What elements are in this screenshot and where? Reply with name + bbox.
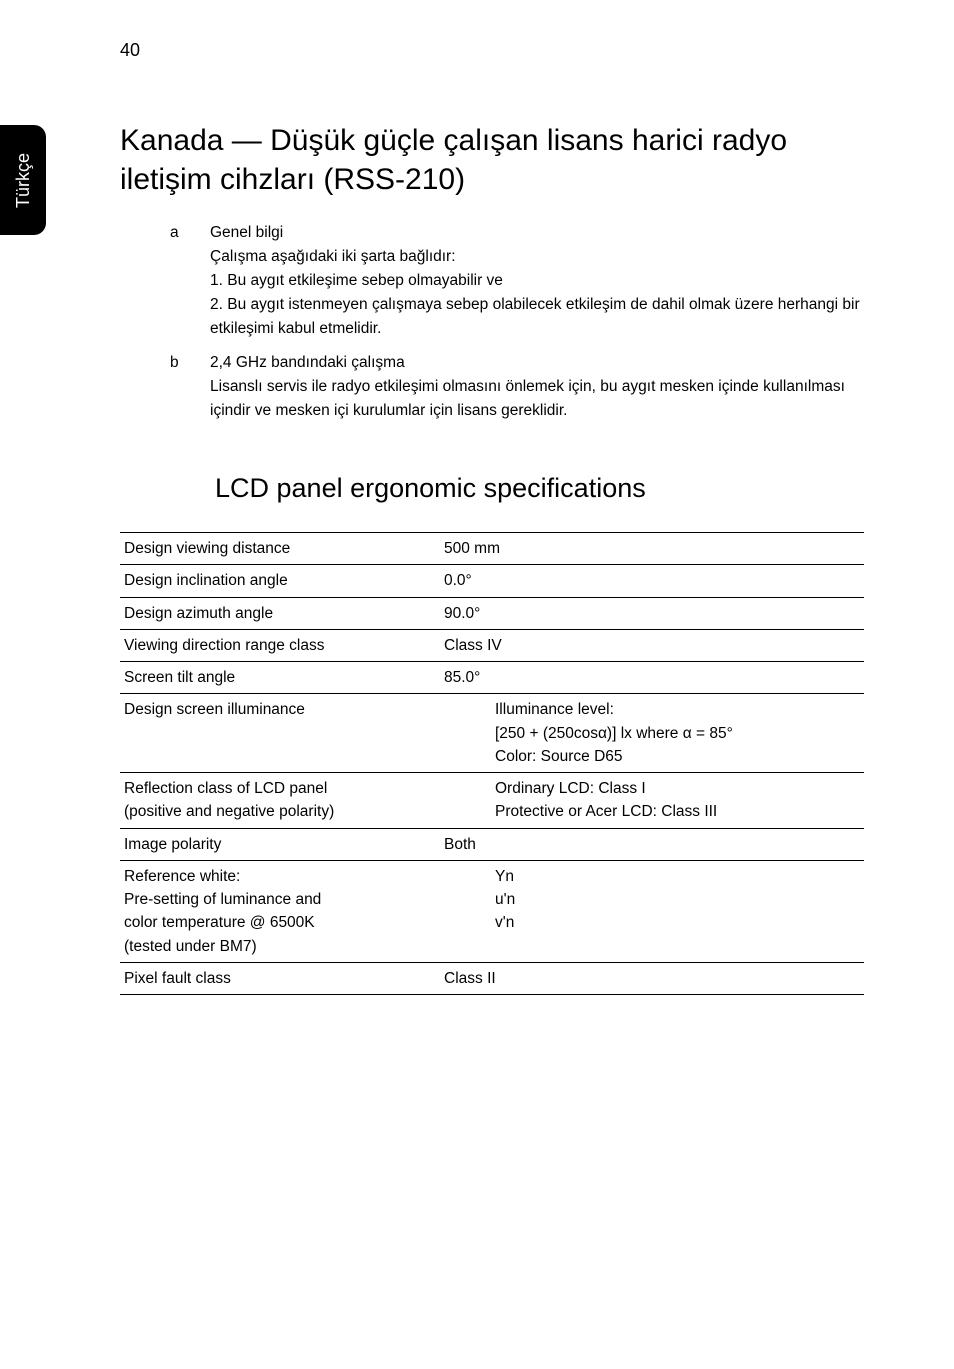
- list-line: 2. Bu aygıt istenmeyen çalışmaya sebep o…: [210, 293, 864, 341]
- language-tab-label: Türkçe: [13, 152, 34, 207]
- table-row: Design azimuth angle 90.0°: [120, 597, 864, 629]
- table-row: Image polarity Both: [120, 828, 864, 860]
- list-line: Çalışma aşağıdaki iki şarta bağlıdır:: [210, 245, 864, 269]
- cell-value: Class IV: [440, 629, 864, 661]
- list-title: 2,4 GHz bandındaki çalışma: [210, 351, 864, 375]
- list-line: Lisanslı servis ile radyo etkileşimi olm…: [210, 375, 864, 423]
- label-line: color temperature @ 6500K: [124, 911, 434, 934]
- cell-label: Viewing direction range class: [120, 629, 440, 661]
- value-line: Yn: [495, 865, 858, 888]
- list-line: 1. Bu aygıt etkileşime sebep olmayabilir…: [210, 269, 864, 293]
- label-line: (positive and negative polarity): [124, 800, 434, 823]
- cell-label: Reflection class of LCD panel (positive …: [120, 773, 440, 829]
- label-line: (tested under BM7): [124, 935, 434, 958]
- list-item-a: a Genel bilgi Çalışma aşağıdaki iki şart…: [170, 221, 864, 341]
- list-item-b: b 2,4 GHz bandındaki çalışma Lisanslı se…: [170, 351, 864, 423]
- list-letter: a: [170, 221, 210, 341]
- cell-label: Design inclination angle: [120, 565, 440, 597]
- list-body: 2,4 GHz bandındaki çalışma Lisanslı serv…: [210, 351, 864, 423]
- cell-value: Class II: [440, 962, 864, 994]
- list-letter: b: [170, 351, 210, 423]
- cell-label: Image polarity: [120, 828, 440, 860]
- cell-label: Design screen illuminance: [120, 694, 440, 773]
- cell-label: Design viewing distance: [120, 533, 440, 565]
- language-tab: Türkçe: [0, 125, 46, 235]
- cell-value: 90.0°: [440, 597, 864, 629]
- section-heading-2: LCD panel ergonomic specifications: [215, 473, 864, 504]
- ordered-list: a Genel bilgi Çalışma aşağıdaki iki şart…: [170, 221, 864, 423]
- spec-table: Design viewing distance 500 mm Design in…: [120, 532, 864, 995]
- value-line: Ordinary LCD: Class I: [495, 777, 858, 800]
- table-row: Design screen illuminance Illuminance le…: [120, 694, 864, 773]
- value-line: u'n: [495, 888, 858, 911]
- cell-value: Both: [440, 828, 864, 860]
- value-line: [250 + (250cosα)] lx where α = 85°: [495, 722, 858, 745]
- cell-value: 0.0°: [440, 565, 864, 597]
- table-row: Viewing direction range class Class IV: [120, 629, 864, 661]
- cell-label: Design azimuth angle: [120, 597, 440, 629]
- value-line: Illuminance level:: [495, 698, 858, 721]
- cell-value: Illuminance level: [250 + (250cosα)] lx …: [440, 694, 864, 773]
- value-line: v'n: [495, 911, 858, 934]
- label-line: Reflection class of LCD panel: [124, 777, 434, 800]
- cell-label: Reference white: Pre-setting of luminanc…: [120, 860, 440, 962]
- page-number: 40: [120, 40, 864, 61]
- cell-value: Yn u'n v'n: [440, 860, 864, 962]
- list-body: Genel bilgi Çalışma aşağıdaki iki şarta …: [210, 221, 864, 341]
- page: Türkçe 40 Kanada — Düşük güçle çalışan l…: [0, 0, 954, 1369]
- value-line: Protective or Acer LCD: Class III: [495, 800, 858, 823]
- label-line: Pre-setting of luminance and: [124, 888, 434, 911]
- table-row: Reflection class of LCD panel (positive …: [120, 773, 864, 829]
- list-title: Genel bilgi: [210, 221, 864, 245]
- table-row: Reference white: Pre-setting of luminanc…: [120, 860, 864, 962]
- table-row: Design viewing distance 500 mm: [120, 533, 864, 565]
- label-line: Reference white:: [124, 865, 434, 888]
- value-line: Color: Source D65: [495, 745, 858, 768]
- table-row: Screen tilt angle 85.0°: [120, 662, 864, 694]
- cell-value: 500 mm: [440, 533, 864, 565]
- cell-value: Ordinary LCD: Class I Protective or Acer…: [440, 773, 864, 829]
- table-row: Pixel fault class Class II: [120, 962, 864, 994]
- table-row: Design inclination angle 0.0°: [120, 565, 864, 597]
- section-heading-1: Kanada — Düşük güçle çalışan lisans hari…: [120, 121, 864, 199]
- cell-value: 85.0°: [440, 662, 864, 694]
- cell-label: Screen tilt angle: [120, 662, 440, 694]
- cell-label: Pixel fault class: [120, 962, 440, 994]
